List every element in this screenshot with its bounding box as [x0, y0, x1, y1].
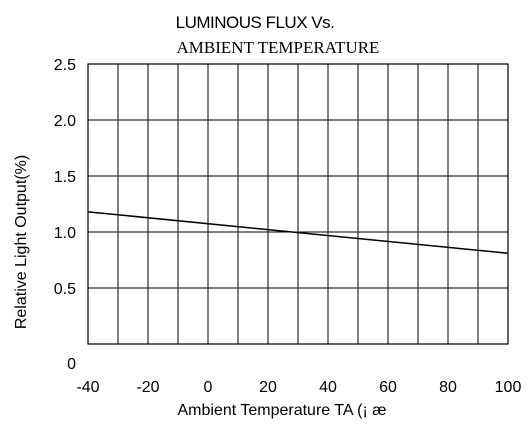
x-tick-label-5: 60 — [379, 379, 397, 396]
x-tick-label-1: -20 — [136, 379, 159, 396]
x-tick-label-2: 0 — [204, 379, 213, 396]
x-tick-label-0: -40 — [76, 379, 99, 396]
x-axis-label: Ambient Temperature TA (¡ æ — [178, 402, 387, 419]
chart-title-line2: AMBIENT TEMPERATURE — [177, 38, 380, 57]
y-axis-label: Relative Light Output(%) — [13, 155, 30, 329]
y-tick-label-4: 2.0 — [54, 113, 76, 130]
tick-layer: -40 -20 0 20 40 60 80 100 0 0.5 1.0 1.5 2.0 2.5 — [54, 57, 522, 396]
x-tick-label-4: 40 — [319, 379, 337, 396]
x-tick-label-7: 100 — [495, 379, 522, 396]
x-tick-label-6: 80 — [439, 379, 457, 396]
y-tick-label-2: 1.0 — [54, 225, 76, 242]
x-tick-label-3: 20 — [259, 379, 277, 396]
y-tick-label-3: 1.5 — [54, 169, 76, 186]
y-tick-label-1: 0.5 — [54, 281, 76, 298]
grid-layer — [88, 64, 508, 344]
chart-title-line1: LUMINOUS FLUX Vs. — [176, 13, 335, 32]
y-tick-label-0: 0 — [67, 356, 76, 373]
y-tick-label-5: 2.5 — [54, 57, 76, 74]
